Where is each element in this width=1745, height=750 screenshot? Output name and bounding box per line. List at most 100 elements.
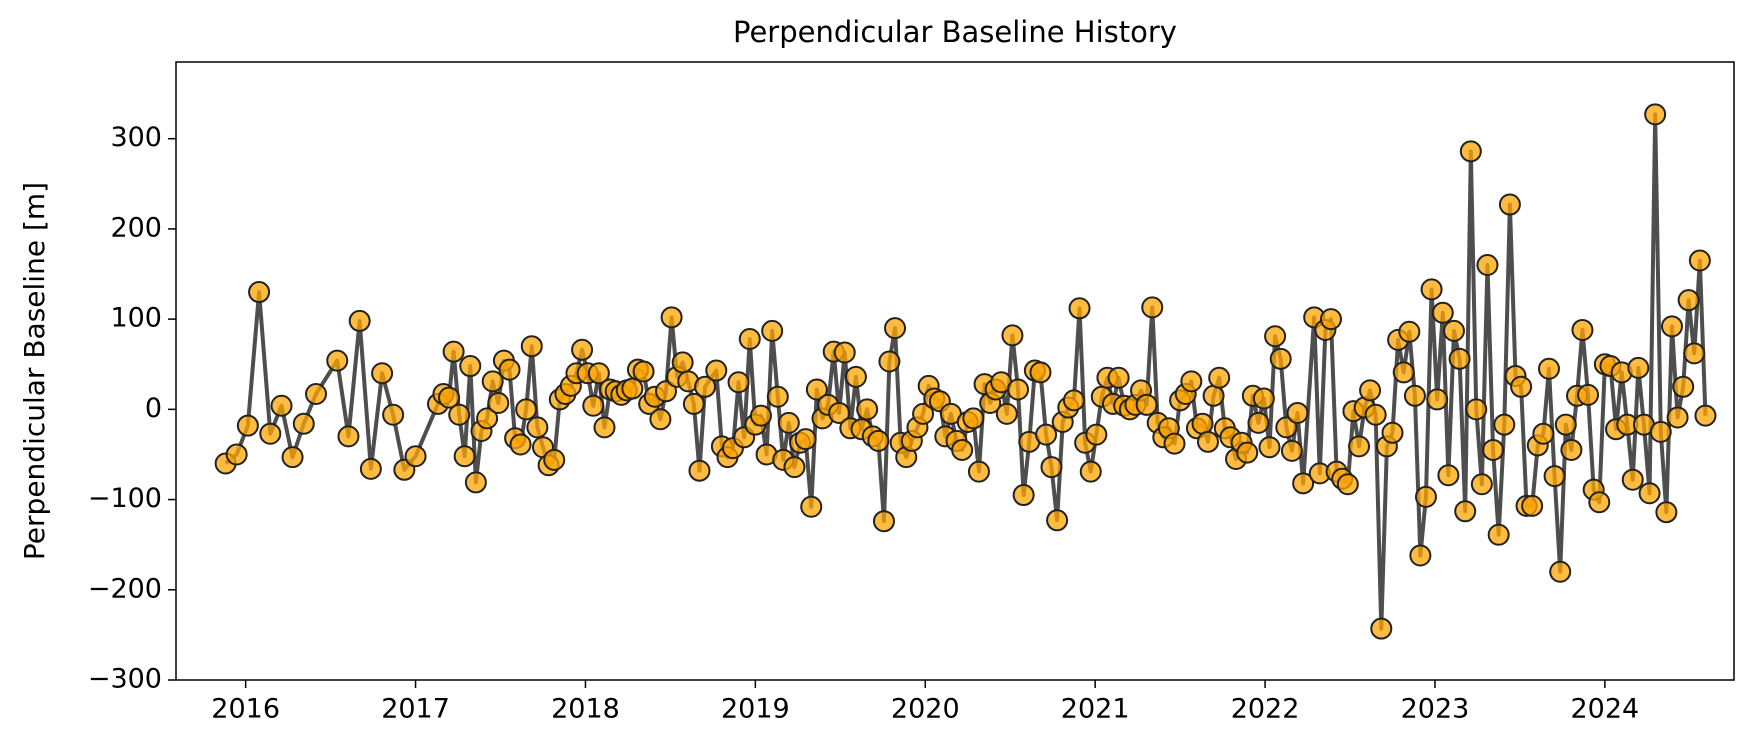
data-point [1046,509,1069,532]
data-point [727,371,750,394]
data-point [1672,375,1695,398]
data-point [382,403,405,426]
data-point [453,445,476,468]
data-point [1001,324,1024,347]
data-point [632,360,655,383]
data-point [1437,464,1460,487]
data-point [225,443,248,466]
data-point [1359,379,1382,402]
y-tick-label: 100 [110,303,162,334]
data-point [1644,103,1667,126]
data-point [1280,439,1303,462]
y-tick-label: 200 [110,212,162,243]
data-point [1537,357,1560,380]
data-point [259,422,282,445]
data-point [1649,420,1672,443]
data-point [1336,473,1359,496]
data-point [912,402,935,425]
data-point [1476,253,1499,276]
x-tick-label: 2023 [1401,694,1470,725]
data-point [1627,356,1650,379]
data-point [1062,389,1085,412]
data-point [582,394,605,417]
data-point [783,456,806,479]
data-point [248,281,271,304]
data-point [292,412,315,435]
data-point [1381,421,1404,444]
data-point [1677,289,1700,312]
data-point [1621,468,1644,491]
data-point [800,495,823,518]
data-point [1498,193,1521,216]
data-point [464,471,487,494]
data-point [1141,296,1164,319]
data-point [884,317,907,340]
x-tick-label: 2022 [1231,694,1300,725]
data-point [1549,560,1572,583]
data-point [1286,401,1309,424]
data-point [1532,422,1555,445]
data-point [571,338,594,361]
data-point [1688,249,1711,272]
x-tick-label: 2016 [211,694,280,725]
data-point [1236,441,1259,464]
data-point [1403,384,1426,407]
data-point [1163,432,1186,455]
data-point [805,378,828,401]
data-point [1431,301,1454,324]
data-point [1459,140,1482,163]
data-point [761,319,784,342]
data-point [1007,378,1030,401]
x-tick-label: 2021 [1061,694,1130,725]
data-point [1577,383,1600,406]
data-point [1571,318,1594,341]
data-point [844,365,867,388]
data-point [1443,319,1466,342]
data-point [872,510,895,533]
data-point [995,402,1018,425]
chart-title: Perpendicular Baseline History [733,15,1177,49]
data-point [1079,460,1102,483]
data-point [1202,384,1225,407]
data-point [348,309,371,332]
data-point [738,327,761,350]
data-point [1521,494,1544,517]
data-point [481,370,504,393]
data-point [1392,361,1415,384]
data-point [371,362,394,385]
data-point [1560,438,1583,461]
data-point [509,433,532,456]
data-point [438,386,461,409]
x-tick-label: 2017 [381,694,450,725]
y-tick-label: −200 [88,573,162,604]
data-point [270,394,293,417]
x-tick-label: 2019 [721,694,790,725]
data-point [1247,411,1270,434]
data-point [1482,438,1505,461]
data-point [671,351,694,374]
data-point [1448,347,1471,370]
data-point [660,306,683,329]
data-point [459,355,482,378]
data-point [1348,435,1371,458]
data-point [749,404,772,427]
data-point [1196,430,1219,453]
y-tick-label: 0 [145,393,162,424]
data-point [1588,491,1611,514]
data-point [1035,423,1058,446]
data-point [705,359,728,382]
data-point [1012,484,1035,507]
data-point [1085,423,1108,446]
data-point [476,407,499,430]
data-point [1319,308,1342,331]
data-point [1414,485,1437,508]
data-point [1258,436,1281,459]
y-tick-label: −100 [88,483,162,514]
data-point [442,340,465,363]
data-point [543,448,566,471]
data-point [794,428,817,451]
data-point [694,375,717,398]
data-point [1660,315,1683,338]
data-point [1510,375,1533,398]
